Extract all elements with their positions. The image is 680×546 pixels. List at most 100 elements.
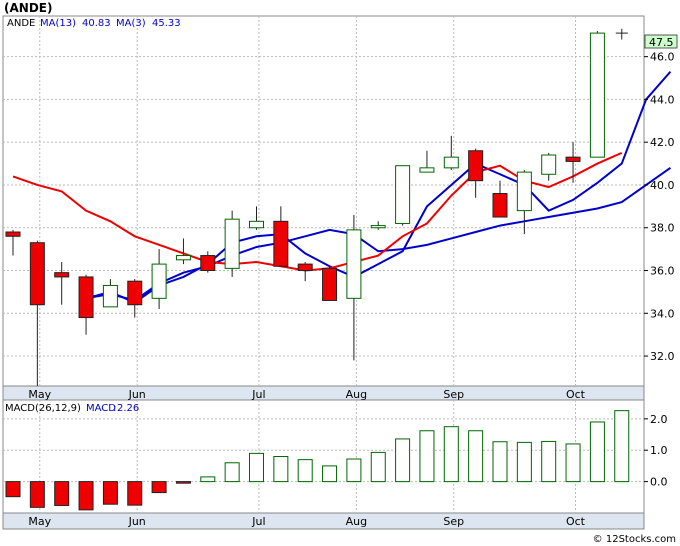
price-xaxis-label-4: Sep <box>443 388 464 401</box>
price-xaxis-band <box>2 385 645 401</box>
candle-body-10 <box>249 220 264 229</box>
candle-body-24 <box>589 32 605 158</box>
macd-bar-7 <box>175 481 191 484</box>
candle-body-13 <box>322 267 338 301</box>
macd-bar-23 <box>565 443 581 483</box>
candle-body-17 <box>419 167 435 173</box>
price-panel-frame <box>2 15 645 387</box>
price-ytick-label-5: 36.0 <box>650 265 675 278</box>
candle-body-5 <box>127 280 143 306</box>
candle-body-4 <box>102 284 118 308</box>
legend-ma3-value: 45.33 <box>152 18 181 29</box>
macd-legend-label: MACD <box>86 403 116 414</box>
macd-bar-2 <box>54 481 70 506</box>
price-ytick-label-0: 46.0 <box>650 51 675 64</box>
last-price-label: 47.5 <box>649 36 674 49</box>
price-x-axis-labels: May Jun Jul Aug Sep Oct <box>28 388 585 401</box>
candle-body-0 <box>5 231 21 237</box>
macd-legend-separator: : <box>113 403 116 414</box>
macd-bar-9 <box>224 462 240 483</box>
macd-xaxis-label-0: May <box>28 515 51 528</box>
candle-body-16 <box>395 165 411 224</box>
macd-bar-0 <box>5 481 21 498</box>
macd-bar-18 <box>443 426 459 483</box>
macd-legend: MACD(26,12,9) MACD : 2.26 <box>5 403 139 414</box>
legend-ticker: ANDE <box>7 18 35 29</box>
candle-body-22 <box>541 154 557 175</box>
macd-bar-6 <box>151 481 167 494</box>
price-legend: ANDE MA(13) 40.83 MA(3) 45.33 <box>7 18 181 29</box>
macd-bar-8 <box>200 476 216 483</box>
macd-bar-1 <box>29 481 45 508</box>
candle-body-19 <box>468 150 484 182</box>
candle-body-7 <box>175 255 191 261</box>
macd-bar-22 <box>541 440 557 483</box>
candle-body-12 <box>297 263 313 272</box>
macd-y-axis-ticks: 2.0 1.0 0.0 <box>644 413 668 489</box>
macd-bar-16 <box>395 438 411 483</box>
macd-bar-4 <box>102 481 118 505</box>
candle-body-20 <box>492 193 508 218</box>
macd-bar-3 <box>78 481 94 511</box>
macd-bar-19 <box>468 430 484 483</box>
macd-bar-21 <box>516 441 532 483</box>
candle-body-18 <box>443 156 459 169</box>
macd-bar-17 <box>419 430 435 483</box>
ma-line-0 <box>85 167 672 302</box>
candle-body-8 <box>200 255 216 272</box>
price-xaxis-label-2: Jul <box>251 388 265 401</box>
candle-body-9 <box>224 218 240 269</box>
candle-body-1 <box>29 242 45 306</box>
macd-bar-11 <box>273 456 289 483</box>
macd-xaxis-band <box>2 512 645 530</box>
price-y-axis-ticks: 46.0 44.0 42.0 40.0 38.0 36.0 34.0 32.0 <box>644 51 675 363</box>
candle-body-14 <box>346 229 362 299</box>
price-ytick-label-3: 40.0 <box>650 179 675 192</box>
price-ytick-label-7: 32.0 <box>650 350 675 363</box>
price-ytick-label-4: 38.0 <box>650 222 675 235</box>
macd-xaxis-label-5: Oct <box>566 515 586 528</box>
macd-xaxis-label-1: Jun <box>128 515 146 528</box>
candle-body-21 <box>516 171 532 212</box>
macd-bar-12 <box>297 459 313 483</box>
macd-bar-15 <box>370 451 386 483</box>
chart-title: (ANDE) <box>4 1 52 15</box>
candlesticks <box>5 28 628 386</box>
price-xaxis-label-5: Oct <box>566 388 586 401</box>
macd-bar-10 <box>249 452 264 483</box>
macd-bar-13 <box>322 465 338 483</box>
price-xaxis-label-1: Jun <box>128 388 146 401</box>
legend-ma3-label: MA(3) <box>116 18 146 29</box>
price-ytick-label-6: 34.0 <box>650 307 675 320</box>
candle-body-6 <box>151 263 167 299</box>
macd-bar-24 <box>589 421 605 483</box>
legend-ma13-value: 40.83 <box>82 18 111 29</box>
candle-body-15 <box>370 225 386 229</box>
macd-bar-5 <box>127 481 143 506</box>
macd-ytick-label-0: 2.0 <box>650 413 668 426</box>
legend-ma13-label: MA(13) <box>40 18 76 29</box>
macd-bar-20 <box>492 441 508 483</box>
macd-x-axis-labels: May Jun Jul Aug Sep Oct <box>28 515 585 528</box>
macd-xaxis-label-4: Sep <box>443 515 464 528</box>
last-price-box: 47.5 <box>644 34 678 49</box>
macd-xaxis-label-2: Jul <box>251 515 265 528</box>
candle-body-23 <box>565 156 581 162</box>
candle-body-2 <box>54 272 70 278</box>
candle-body-3 <box>78 276 94 319</box>
watermark: © 12Stocks.com <box>593 534 676 545</box>
candle-body-11 <box>273 220 289 267</box>
macd-bar-25 <box>614 410 630 483</box>
macd-title: MACD(26,12,9) <box>5 403 81 414</box>
macd-ytick-label-2: 0.0 <box>650 476 668 489</box>
price-ytick-label-2: 42.0 <box>650 136 675 149</box>
price-xaxis-label-0: May <box>28 388 51 401</box>
macd-bars <box>5 410 630 511</box>
macd-xaxis-label-3: Aug <box>346 515 367 528</box>
macd-ytick-label-1: 1.0 <box>650 444 668 457</box>
macd-bar-14 <box>346 458 362 483</box>
price-ytick-label-1: 44.0 <box>650 93 675 106</box>
macd-legend-value: 2.26 <box>117 403 139 414</box>
ma-line-1 <box>85 70 672 304</box>
